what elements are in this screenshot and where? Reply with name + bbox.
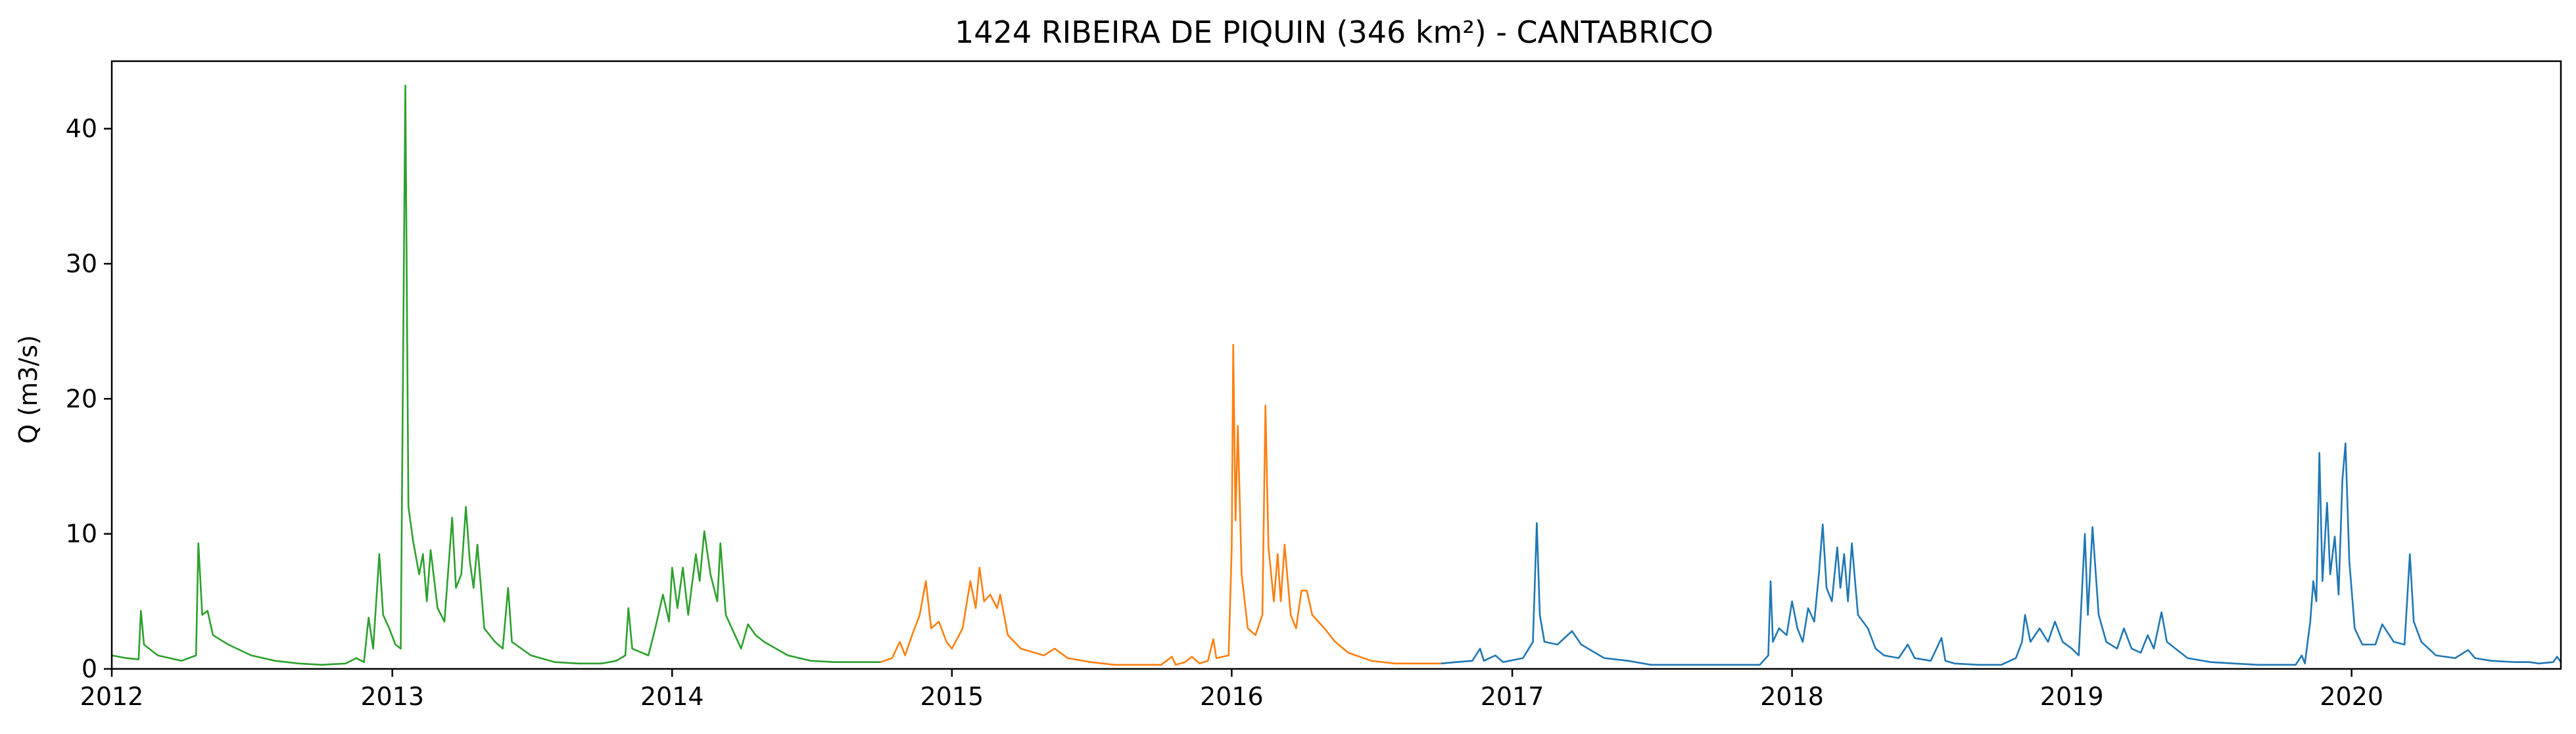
chart-title: 1424 RIBEIRA DE PIQUIN (346 km²) - CANTA…: [955, 14, 1713, 50]
x-tick-label-2012: 2012: [80, 682, 144, 711]
x-tick-label-2015: 2015: [920, 682, 984, 711]
y-tick-label-20: 20: [66, 384, 97, 413]
series-layer: [111, 84, 2562, 666]
x-tick-label-2017: 2017: [1481, 682, 1544, 711]
series-line-3: [1441, 442, 2562, 666]
x-tick-label-2020: 2020: [2320, 682, 2383, 711]
y-tick-label-0: 0: [82, 654, 97, 683]
axis-layer: 2012 2013 2014 2015 2016 2017 2018 2019 2020 0 10 2…: [66, 114, 2383, 711]
x-tick-label-2016: 2016: [1200, 682, 1264, 711]
y-tick-label-10: 10: [66, 520, 97, 549]
x-tick-label-2019: 2019: [2040, 682, 2104, 711]
plot-area-frame: [110, 60, 2562, 670]
y-tick-label-40: 40: [66, 114, 97, 143]
y-axis-label: Q (m3/s): [14, 335, 43, 443]
x-tick-label-2014: 2014: [640, 682, 704, 711]
x-tick-label-2018: 2018: [1760, 682, 1824, 711]
series-line-1: [111, 84, 881, 666]
y-tick-label-30: 30: [66, 249, 97, 278]
series-line-2: [880, 343, 1441, 666]
x-tick-label-2013: 2013: [360, 682, 424, 711]
